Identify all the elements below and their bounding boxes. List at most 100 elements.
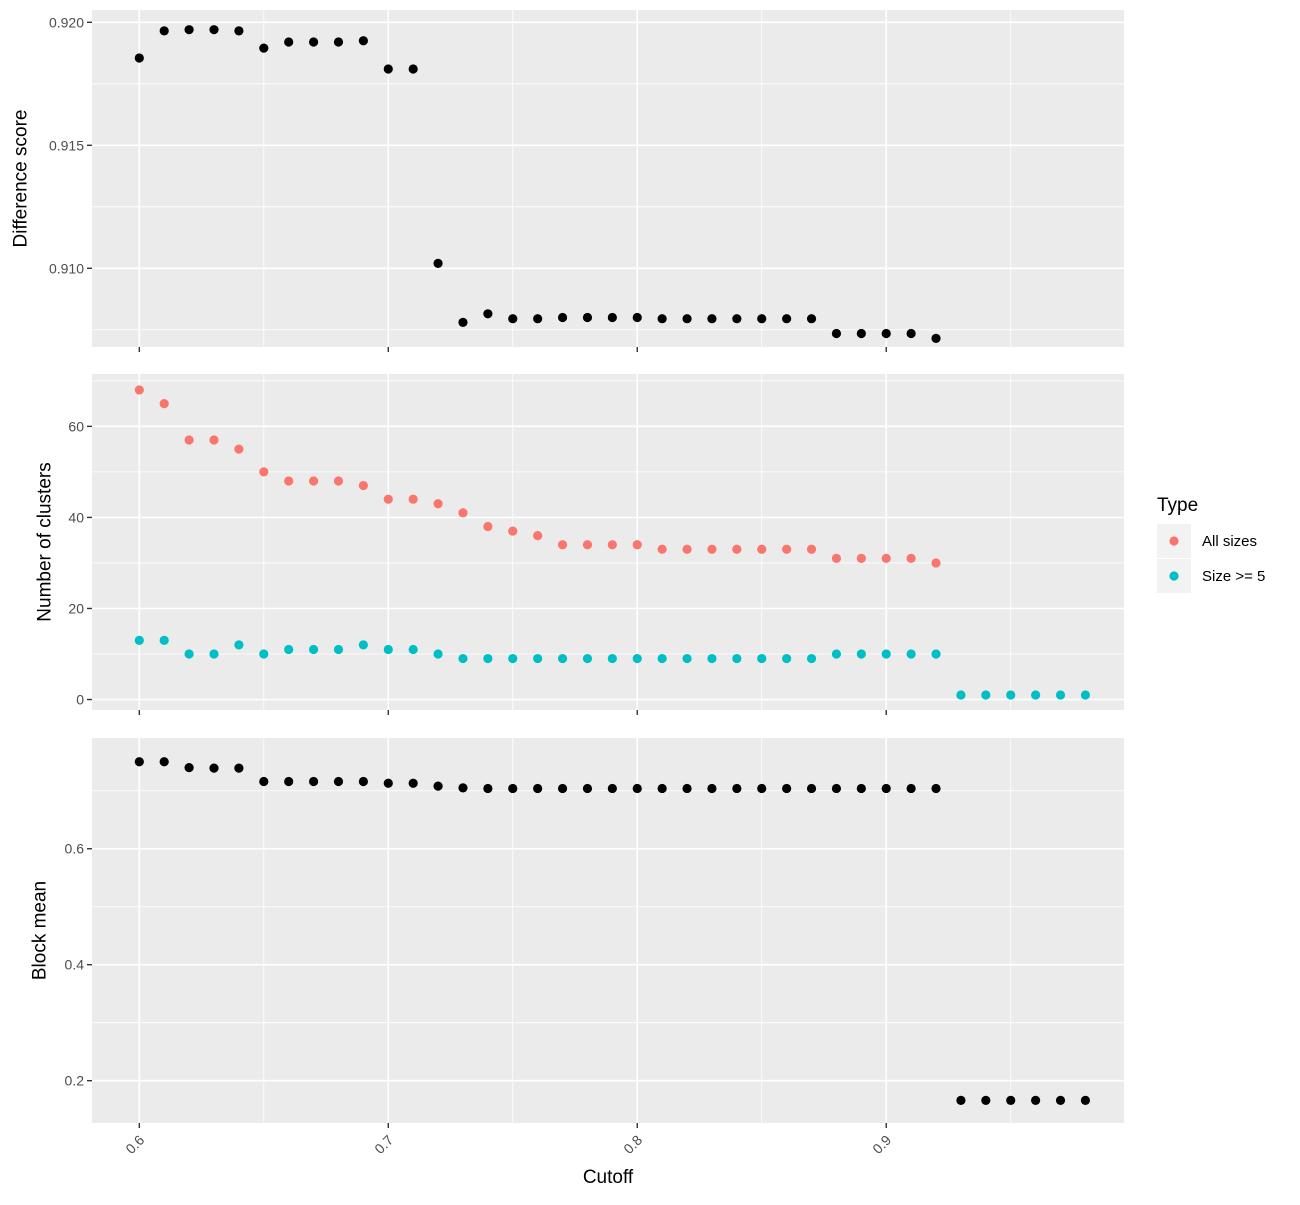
- data-point: [358, 36, 368, 46]
- data-point: [134, 385, 144, 395]
- data-point: [831, 783, 842, 794]
- data-point: [632, 312, 642, 323]
- data-point: [159, 757, 169, 767]
- data-point: [483, 309, 493, 319]
- series-size-5: [134, 635, 1091, 700]
- data-point: [881, 328, 891, 339]
- data-point: [1031, 690, 1041, 700]
- data-point: [408, 778, 418, 788]
- data-point: [284, 37, 294, 47]
- data-point: [184, 762, 194, 773]
- data-point: [557, 783, 568, 794]
- y-tick-label: 0.2: [65, 1073, 85, 1089]
- y-tick-label: 0.920: [49, 14, 84, 30]
- data-point: [209, 763, 219, 773]
- data-point: [184, 25, 194, 35]
- data-point: [732, 653, 742, 664]
- data-point: [1055, 690, 1066, 700]
- data-point: [433, 649, 443, 659]
- data-point: [607, 653, 617, 664]
- data-point: [159, 398, 169, 409]
- data-point: [134, 635, 144, 645]
- series-all-sizes: [134, 385, 941, 568]
- data-point: [856, 553, 866, 563]
- data-point: [508, 783, 518, 794]
- data-point: [981, 1095, 991, 1105]
- data-point: [533, 653, 543, 664]
- data-point: [657, 783, 667, 794]
- data-point: [632, 653, 642, 664]
- y-axis-title: Number of clusters: [35, 462, 56, 621]
- data-point: [234, 26, 244, 36]
- data-point: [259, 467, 269, 477]
- x-tick-label: 0.8: [620, 1132, 645, 1157]
- data-point: [308, 644, 319, 655]
- x-axis-title: Cutoff: [583, 1167, 634, 1188]
- data-point: [333, 476, 344, 486]
- legend-label: All sizes: [1202, 533, 1257, 550]
- data-point: [906, 649, 916, 659]
- data-point: [757, 783, 767, 794]
- data-point: [408, 64, 418, 74]
- data-point: [582, 783, 593, 794]
- data-point: [259, 776, 269, 787]
- data-point: [308, 476, 319, 486]
- data-point: [184, 435, 194, 445]
- panel-1: 0.910 0.915 0.920 Difference score: [11, 10, 1124, 352]
- data-point: [782, 783, 792, 794]
- y-tick-label: 40: [68, 509, 84, 525]
- panel-background: [92, 10, 1124, 347]
- data-point: [831, 649, 842, 659]
- data-point: [856, 783, 866, 794]
- y-tick-label: 0: [76, 692, 84, 708]
- data-point: [134, 53, 144, 63]
- data-point: [1055, 1095, 1066, 1105]
- data-point: [533, 314, 543, 324]
- data-point: [508, 526, 518, 536]
- data-point: [582, 312, 593, 323]
- data-point: [358, 480, 368, 491]
- data-point: [284, 644, 294, 655]
- data-point: [458, 508, 468, 518]
- data-point: [333, 776, 344, 787]
- data-point: [557, 312, 568, 323]
- data-point: [483, 783, 493, 794]
- data-point: [408, 644, 418, 655]
- data-point: [458, 317, 468, 328]
- data-point: [906, 783, 916, 794]
- y-tick-label: 0.6: [65, 841, 85, 857]
- data-point: [682, 783, 692, 794]
- data-point: [881, 553, 891, 563]
- data-point: [333, 644, 344, 655]
- data-point: [358, 776, 368, 787]
- data-point: [1006, 1095, 1016, 1105]
- data-point: [732, 544, 742, 554]
- data-point: [284, 776, 294, 787]
- data-point: [483, 521, 493, 532]
- data-point: [582, 653, 593, 664]
- data-point: [657, 544, 667, 554]
- data-point: [956, 1095, 966, 1105]
- legend-label: Size >= 5: [1202, 568, 1265, 585]
- data-point: [732, 314, 742, 324]
- data-point: [632, 783, 642, 794]
- data-point: [707, 544, 717, 554]
- data-point: [1080, 1095, 1091, 1105]
- y-tick-label: 0.4: [65, 957, 85, 973]
- data-point: [657, 314, 667, 324]
- data-point: [234, 444, 244, 454]
- data-point: [856, 649, 866, 659]
- panel-3: 0.2 0.4 0.6 0.6 0.7 0.8 0.9 Block mean Cutoff: [30, 738, 1124, 1188]
- data-point: [234, 640, 244, 650]
- data-point: [433, 258, 443, 268]
- data-point: [757, 314, 767, 324]
- data-point: [931, 783, 941, 794]
- data-point: [458, 783, 468, 793]
- data-point: [931, 333, 941, 343]
- series-points: [134, 25, 941, 343]
- data-point: [582, 540, 593, 550]
- x-tick-label: 0.6: [122, 1132, 147, 1157]
- data-point: [782, 314, 792, 324]
- data-point: [682, 544, 692, 554]
